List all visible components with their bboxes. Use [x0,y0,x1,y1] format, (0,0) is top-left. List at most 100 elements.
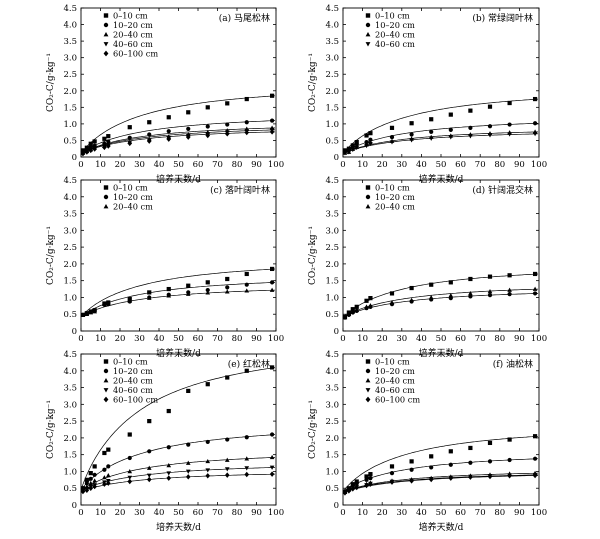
y-tick-label: 3.0 [63,400,77,410]
x-tick-label: 50 [173,334,184,344]
data-point [224,289,230,294]
fit-curve [81,129,275,154]
y-tick-label: 4.0 [63,193,77,203]
data-point [368,131,373,136]
plot-frame [80,179,277,332]
data-point [354,304,359,309]
x-tick-label: 50 [173,160,184,170]
data-point [409,467,414,472]
legend-label: 0–10 cm [113,11,148,21]
data-point [507,473,512,479]
data-point [102,475,107,480]
data-point [487,440,493,446]
x-tick-label: 0 [78,160,83,170]
data-point [354,142,359,147]
legend-marker [103,31,109,37]
data-point [487,292,493,298]
y-axis-title: CO₂-C/g·kg⁻¹ [46,53,56,112]
x-tick-label: 30 [134,334,145,344]
fit-curve [81,434,276,489]
x-axis-title: 培养天数/d [156,173,201,185]
data-point [225,122,230,127]
y-tick-label: 0.5 [325,484,339,494]
y-tick-label: 2.5 [63,243,77,253]
legend-marker [103,194,109,200]
y-tick-label: 0.5 [325,136,339,146]
y-tick-label: 3.5 [325,384,339,394]
data-point [146,476,152,483]
x-tick-label: 10 [357,508,368,518]
data-point [389,471,395,476]
x-tick-label: 40 [154,508,165,518]
chart-panel-1: 0 10 20 30 40 50 60 70 80 90 100 0 0.5 1.0 1.5 2.0 2.5 3.… [308,4,547,185]
data-point [507,287,512,292]
legend-marker [365,194,371,200]
data-point [147,449,152,454]
legend-marker [103,50,109,57]
legend-marker [365,22,371,28]
y-tick-label: 1.5 [63,277,77,287]
data-point [389,135,395,140]
data-point [409,459,414,464]
data-point [468,291,473,296]
legend-label: 10–20 cm [113,20,153,30]
data-point [532,286,538,291]
legend-label: 20–40 cm [375,30,415,40]
x-tick-label: 70 [475,334,486,344]
data-point [92,483,97,490]
data-point [354,140,359,145]
data-point [102,450,107,456]
x-tick-label: 90 [251,334,262,344]
data-point [80,312,86,318]
y-axis-title: CO₂-C/g·kg⁻¹ [308,226,318,285]
series-4 [80,471,276,495]
data-point [225,276,230,282]
y-axis-title: CO₂-C/g·kg⁻¹ [308,53,318,112]
x-tick-label: 80 [232,160,243,170]
fit-curve [81,127,276,154]
data-point [127,125,132,130]
data-point [468,108,473,113]
data-point [205,105,210,110]
x-tick-label: 100 [268,334,284,344]
data-point [409,121,414,126]
x-tick-label: 20 [115,508,126,518]
data-point [127,432,132,437]
y-tick-label: 3.0 [325,400,339,410]
legend-marker [103,396,109,403]
x-tick-label: 60 [455,160,466,170]
data-point [409,285,414,291]
data-point [244,129,250,136]
data-point [342,315,348,320]
data-point [244,271,249,277]
fit-curve [343,458,539,492]
y-tick-label: 4.5 [63,4,77,14]
data-point [185,469,191,474]
x-tick-label: 50 [436,334,447,344]
y-tick-label: 4.5 [325,4,339,14]
y-tick-label: 0 [72,327,77,337]
x-tick-label: 60 [193,508,204,518]
legend-label: 20–40 cm [113,376,153,386]
data-point [429,454,434,459]
data-point [185,474,191,480]
data-point [342,490,348,496]
x-tick-label: 10 [95,508,106,518]
legend-marker [365,31,371,37]
data-point [507,437,512,442]
data-point [270,280,275,285]
data-point [80,488,86,495]
data-point [127,469,133,474]
data-point [468,276,473,282]
data-point [368,481,373,487]
x-tick-label: 90 [251,508,262,518]
data-point [92,146,97,152]
data-point [468,125,473,130]
fit-curve [81,95,276,153]
data-point [88,141,93,146]
data-point [105,480,111,486]
fit-curve [343,475,538,493]
y-tick-label: 4.5 [325,176,339,186]
fit-curve [343,293,539,318]
